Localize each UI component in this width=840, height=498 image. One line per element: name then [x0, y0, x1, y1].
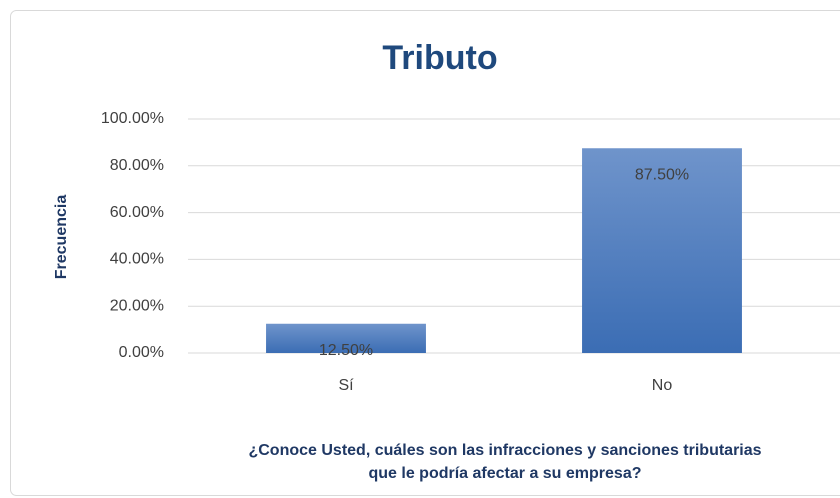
x-tick-label: No	[652, 377, 673, 394]
x-tick-label: Sí	[338, 377, 354, 394]
y-tick-label: 0.00%	[119, 344, 164, 361]
y-tick-label: 40.00%	[110, 251, 164, 268]
x-axis-label: ¿Conoce Usted, cuáles son las infraccion…	[248, 442, 761, 459]
y-tick-label: 80.00%	[110, 157, 164, 174]
bar	[266, 323, 426, 353]
y-axis-label: Frecuencia	[53, 195, 70, 280]
data-label: 87.50%	[635, 166, 689, 183]
data-label: 12.50%	[319, 342, 373, 359]
x-axis-label: que le podría afectar a su empresa?	[369, 465, 642, 482]
y-tick-label: 20.00%	[110, 297, 164, 314]
chart-border	[10, 10, 840, 496]
y-tick-label: 60.00%	[110, 204, 164, 221]
bar	[582, 148, 742, 353]
chart-title: Tributo	[382, 39, 497, 77]
y-tick-label: 100.00%	[101, 110, 164, 127]
